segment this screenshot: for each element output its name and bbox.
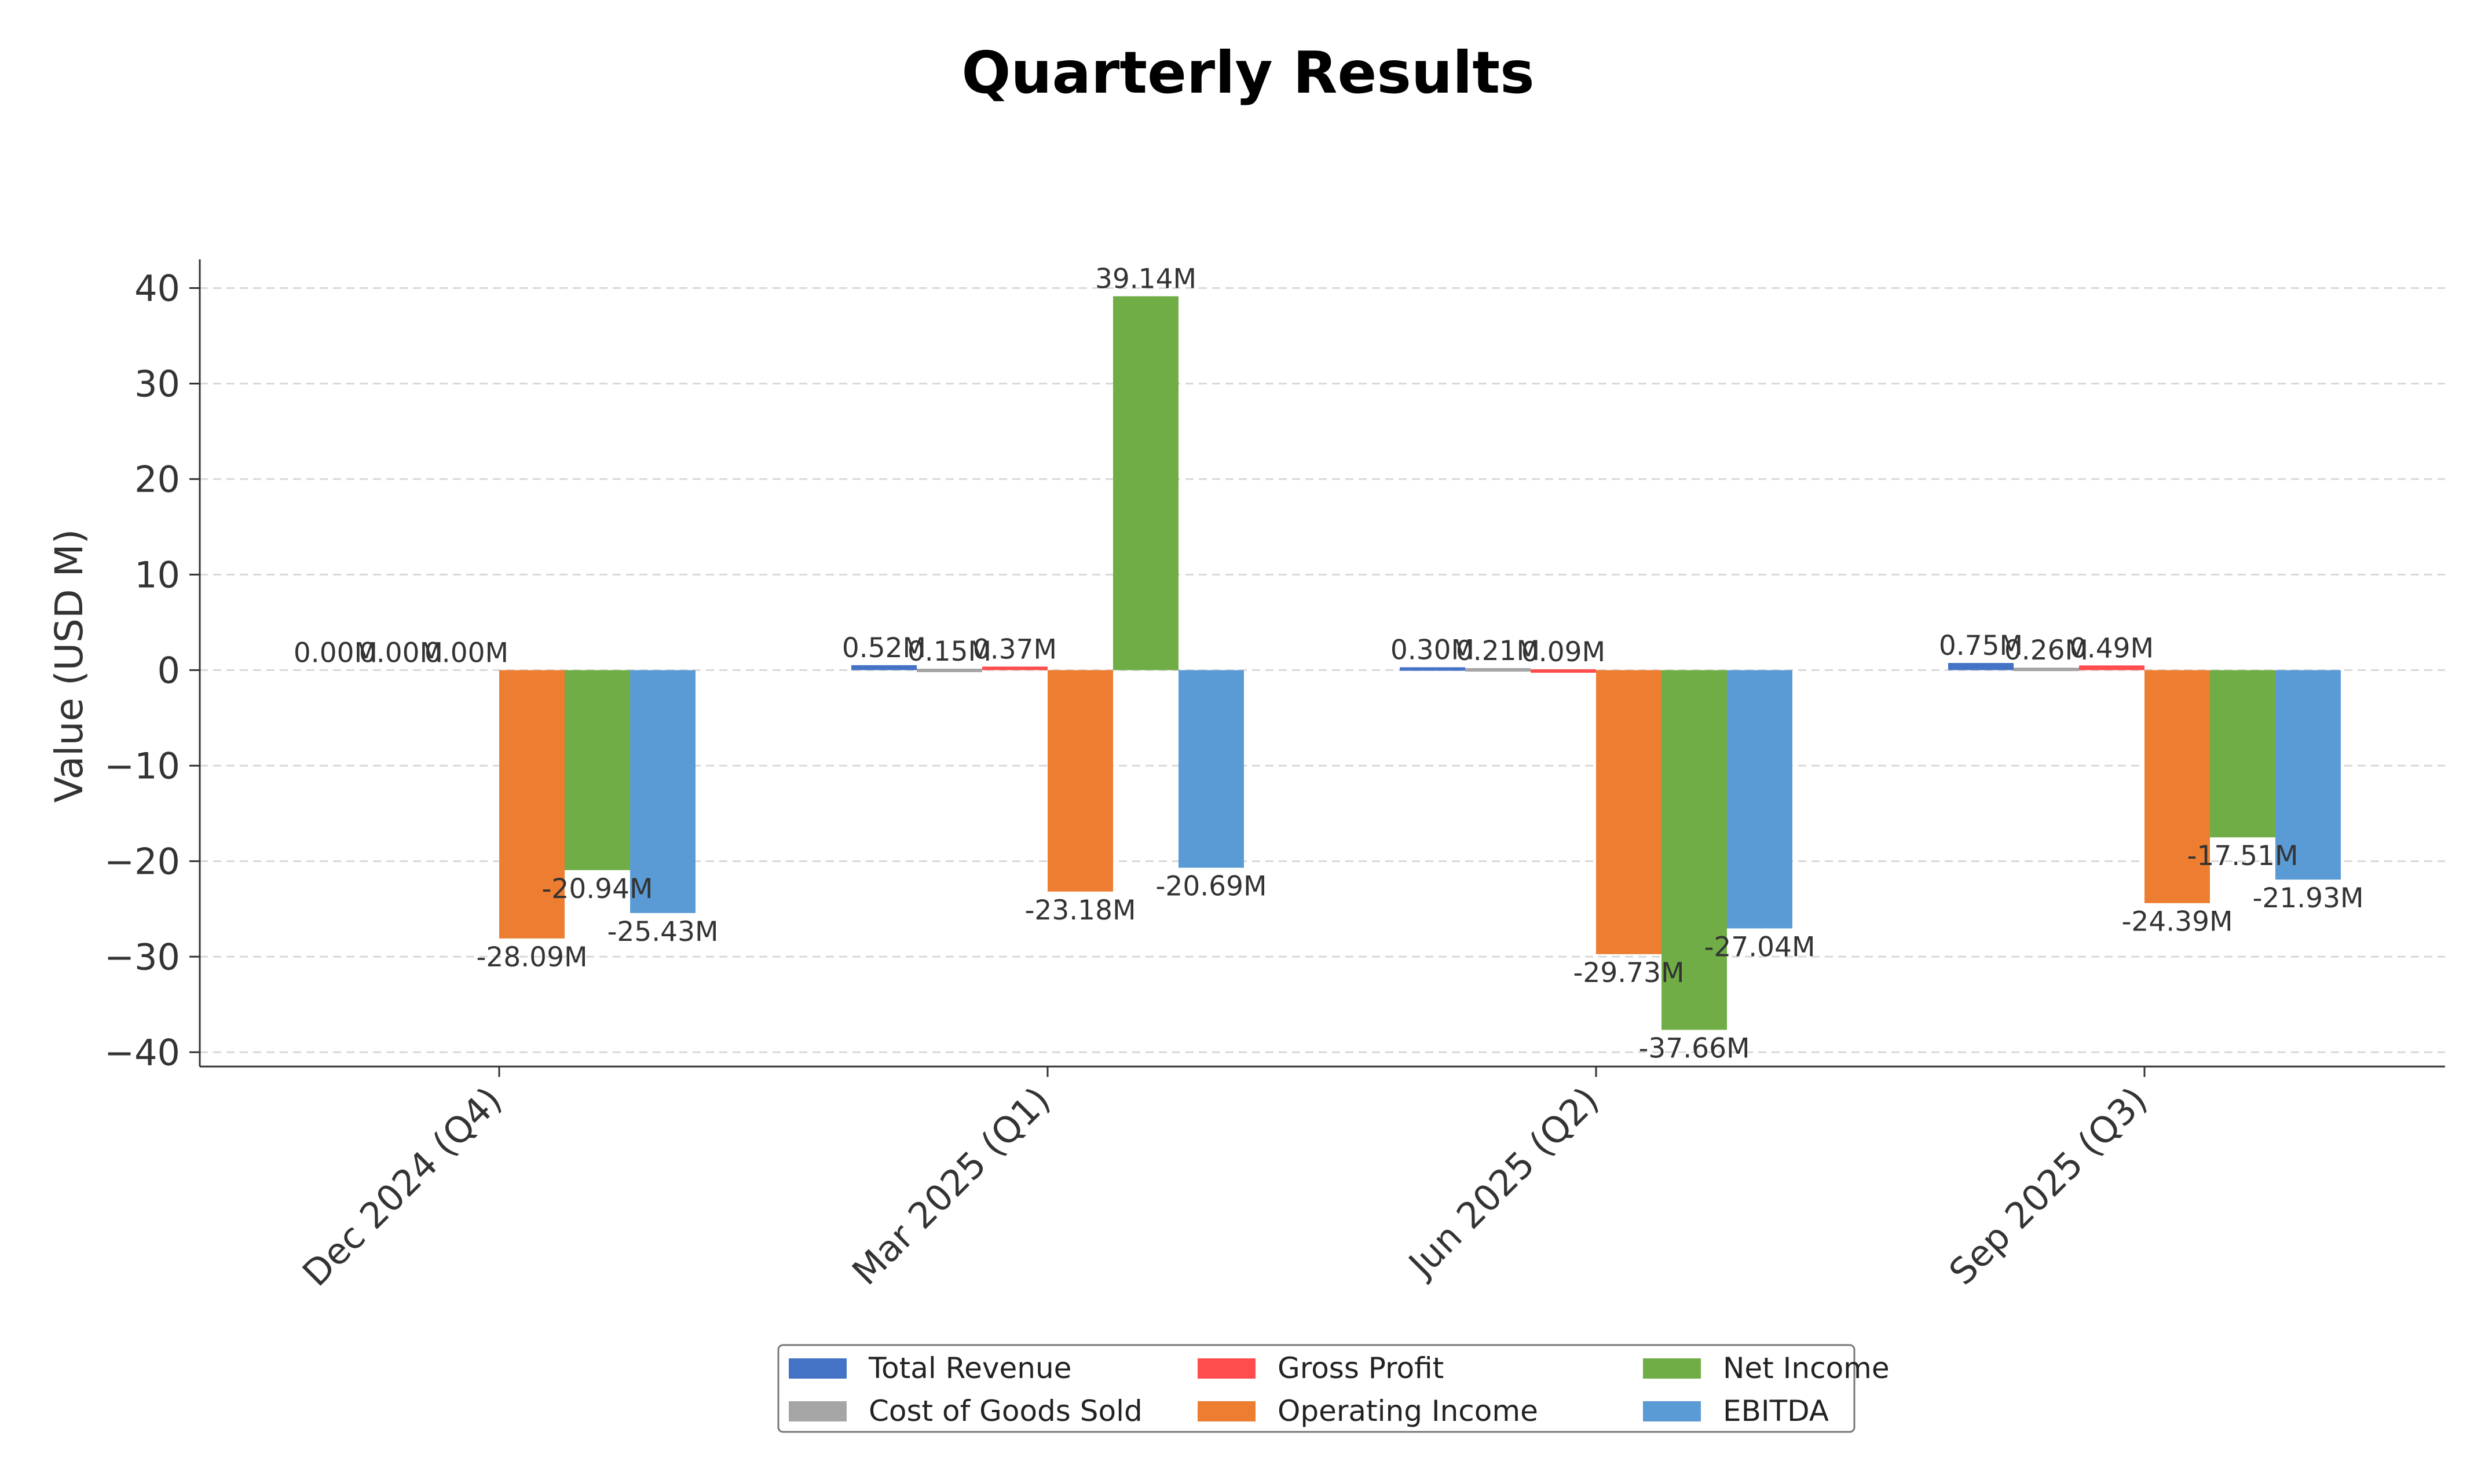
bar: [1596, 670, 1661, 954]
value-label: -23.18M: [1024, 895, 1136, 926]
chart-title: Quarterly Results: [961, 39, 1534, 107]
bar: [1948, 663, 2014, 670]
bar: [1661, 670, 1727, 1030]
value-label: -37.66M: [1638, 1033, 1750, 1065]
bar: [2014, 668, 2079, 672]
x-tick-label: Sep 2025 (Q3): [1941, 1079, 2155, 1293]
legend-label: EBITDA: [1723, 1394, 1829, 1428]
bar: [917, 668, 982, 672]
bar: [565, 670, 630, 870]
bar: [1531, 669, 1596, 673]
value-label: 39.14M: [1095, 263, 1196, 295]
legend-swatch: [1643, 1358, 1701, 1379]
value-label: 0.75M: [1939, 630, 2023, 662]
bar: [2079, 665, 2144, 670]
value-label: 0.00M: [294, 637, 378, 669]
value-label: 0.00M: [424, 637, 508, 669]
value-label: -25.43M: [607, 916, 718, 948]
legend-swatch: [789, 1358, 847, 1379]
value-label: -20.94M: [541, 873, 653, 905]
value-label: 0.15M: [907, 636, 991, 668]
bar: [2144, 670, 2210, 903]
bar: [851, 665, 917, 670]
y-tick-label: 40: [134, 267, 180, 309]
y-tick-label: −20: [104, 840, 180, 882]
legend-swatch: [789, 1401, 847, 1421]
x-tick-label: Jun 2025 (Q2): [1399, 1079, 1607, 1287]
value-label: -21.93M: [2252, 882, 2363, 914]
bar: [630, 670, 696, 913]
bar: [1400, 667, 1465, 671]
value-label: 0.00M: [359, 637, 443, 669]
bar: [982, 666, 1048, 670]
legend-label: Gross Profit: [1278, 1351, 1444, 1385]
legend-label: Cost of Goods Sold: [869, 1394, 1143, 1428]
value-label: 0.26M: [2004, 635, 2088, 666]
value-label: 0.52M: [842, 632, 926, 664]
legend-box: [777, 1344, 1855, 1433]
value-labels: 0.00M 0.52M 0.30M 0.75M 0.00M 0.15M 0.21M 0.26M…: [294, 263, 2364, 1065]
value-label: 0.49M: [2070, 632, 2154, 664]
bar: [499, 670, 565, 939]
bar: [1465, 668, 1531, 672]
legend-swatch: [1643, 1401, 1701, 1421]
legend-label: Total Revenue: [868, 1351, 1071, 1385]
y-axis-label: Value (USD M): [47, 529, 92, 803]
bar: [1179, 670, 1244, 868]
value-label: 0.09M: [1521, 636, 1605, 668]
y-tick-label: 30: [134, 362, 180, 405]
legend-label: Net Income: [1723, 1351, 1890, 1385]
bar: [2275, 670, 2341, 880]
bar: [1727, 670, 1792, 929]
value-label: 0.21M: [1456, 635, 1540, 667]
legend-swatch: [1198, 1401, 1256, 1421]
y-tick-label: −40: [104, 1031, 180, 1073]
value-label: 0.30M: [1390, 634, 1474, 666]
axes: 40 30 20 10 0 −10 −20 −30 −40 Dec 2024 (Q4) Mar 20…: [104, 259, 2445, 1295]
bar: [1113, 296, 1179, 670]
x-tick-label: Dec 2024 (Q4): [294, 1079, 510, 1295]
value-label: 0.37M: [973, 633, 1057, 665]
bars: [499, 296, 2341, 1030]
legend-label: Operating Income: [1278, 1394, 1538, 1428]
value-label: -20.69M: [1155, 871, 1267, 903]
y-tick-label: 10: [134, 554, 180, 596]
value-label: -29.73M: [1573, 957, 1684, 989]
value-label: -24.39M: [2121, 906, 2233, 938]
y-tick-label: 0: [158, 649, 180, 691]
y-tick-label: 20: [134, 458, 180, 500]
x-tick-label: Mar 2025 (Q1): [844, 1079, 1058, 1293]
value-label: -27.04M: [1704, 931, 1815, 963]
bar: [2210, 670, 2275, 838]
value-label: -28.09M: [476, 941, 587, 973]
bar: [1048, 670, 1113, 892]
y-tick-label: −30: [104, 936, 180, 978]
legend-swatch: [1198, 1358, 1256, 1379]
legend: Total Revenue Cost of Goods Sold Gross Pro…: [777, 1344, 1890, 1433]
value-label: -17.51M: [2187, 840, 2298, 872]
y-tick-label: −10: [104, 745, 180, 787]
